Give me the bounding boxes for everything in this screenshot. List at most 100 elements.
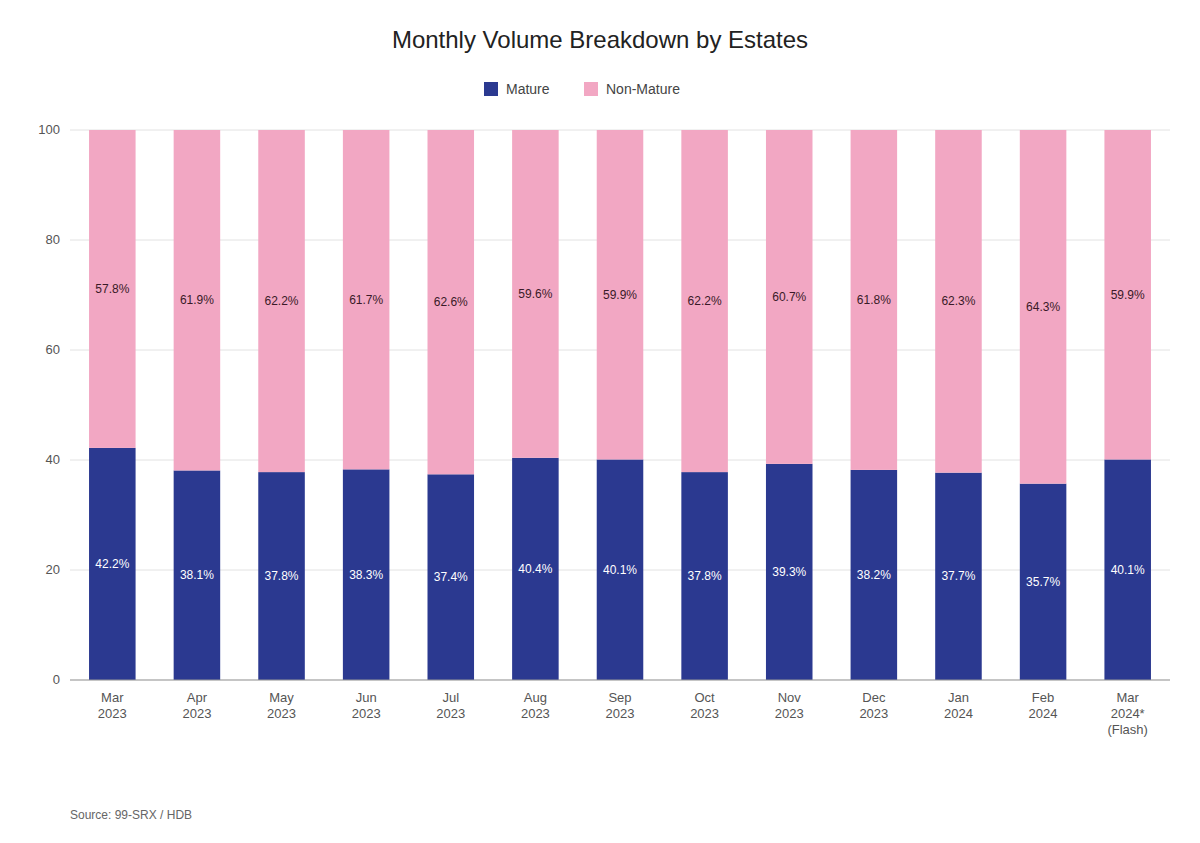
data-label: 60.7%	[772, 290, 806, 304]
x-tick-label-line: Oct	[694, 690, 715, 705]
bar	[1104, 459, 1151, 680]
x-tick-label-line: 2023	[521, 706, 550, 721]
x-tick-label-line: 2023	[182, 706, 211, 721]
bar	[935, 130, 982, 473]
bars	[89, 130, 1151, 680]
legend-swatch	[484, 82, 498, 96]
data-label: 37.8%	[265, 569, 299, 583]
bar	[428, 474, 475, 680]
data-label: 59.9%	[1111, 288, 1145, 302]
x-tick-label-line: Mar	[101, 690, 124, 705]
x-tick-label-line: Dec	[862, 690, 886, 705]
x-tick-label-line: 2024	[944, 706, 973, 721]
x-tick-label-line: Jun	[356, 690, 377, 705]
data-label: 40.1%	[603, 563, 637, 577]
x-tick-label: Mar2023	[98, 690, 127, 721]
x-tick-label-line: Nov	[778, 690, 802, 705]
x-tick-label-line: Aug	[524, 690, 547, 705]
x-tick-label: Jul2023	[436, 690, 465, 721]
y-tick-label: 20	[46, 562, 60, 577]
x-tick-label-line: 2023	[690, 706, 719, 721]
y-tick-label: 40	[46, 452, 60, 467]
x-tick-label: Oct2023	[690, 690, 719, 721]
bar	[174, 130, 221, 470]
y-tick-label: 60	[46, 342, 60, 357]
bar	[258, 130, 305, 472]
x-tick-label: Mar2024*(Flash)	[1107, 690, 1147, 737]
x-tick-label: Jan2024	[944, 690, 973, 721]
x-tick-label-line: 2023	[775, 706, 804, 721]
x-tick-label-line: 2023	[267, 706, 296, 721]
data-label: 35.7%	[1026, 575, 1060, 589]
bar	[935, 473, 982, 680]
legend: MatureNon-Mature	[484, 81, 680, 97]
x-tick-label: Apr2023	[182, 690, 211, 721]
data-label: 40.4%	[518, 562, 552, 576]
data-label: 62.3%	[941, 294, 975, 308]
x-tick-label-line: Feb	[1032, 690, 1054, 705]
x-tick-label-line: Jul	[442, 690, 459, 705]
x-tick-label-line: 2024*	[1111, 706, 1145, 721]
bar	[89, 448, 136, 680]
data-label: 62.6%	[434, 295, 468, 309]
data-label: 59.6%	[518, 287, 552, 301]
bar	[681, 130, 728, 472]
x-tick-label: May2023	[267, 690, 296, 721]
x-tick-label: Aug2023	[521, 690, 550, 721]
data-label: 42.2%	[95, 557, 129, 571]
data-label: 37.7%	[941, 569, 975, 583]
x-tick-label-line: 2023	[606, 706, 635, 721]
data-labels: 42.2%38.1%37.8%38.3%37.4%40.4%40.1%37.8%…	[95, 282, 1145, 589]
data-label: 61.7%	[349, 293, 383, 307]
chart: Monthly Volume Breakdown by Estates Matur…	[0, 0, 1200, 843]
y-tick-label: 100	[38, 122, 60, 137]
bar	[1020, 130, 1067, 484]
x-tick-label: Dec2023	[859, 690, 888, 721]
grid	[70, 130, 1170, 680]
data-label: 61.8%	[857, 293, 891, 307]
bar	[1020, 484, 1067, 680]
bar	[681, 472, 728, 680]
data-label: 40.1%	[1111, 563, 1145, 577]
x-tick-label-line: Sep	[608, 690, 631, 705]
data-label: 38.2%	[857, 568, 891, 582]
data-label: 59.9%	[603, 288, 637, 302]
x-tick-label-line: Jan	[948, 690, 969, 705]
x-tick-label: Jun2023	[352, 690, 381, 721]
x-tick-label-line: 2024	[1029, 706, 1058, 721]
x-axis-line	[70, 680, 1170, 681]
data-label: 38.3%	[349, 568, 383, 582]
x-tick-label-line: May	[269, 690, 294, 705]
bar	[258, 472, 305, 680]
bar	[89, 130, 136, 448]
data-label: 39.3%	[772, 565, 806, 579]
bar	[343, 130, 390, 469]
bar	[512, 458, 559, 680]
x-tick-label-line: 2023	[436, 706, 465, 721]
annotation: Source: 99-SRX / HDB	[70, 808, 192, 822]
data-label: 38.1%	[180, 568, 214, 582]
title: Monthly Volume Breakdown by Estates	[392, 26, 808, 53]
bar	[851, 470, 898, 680]
data-label: 57.8%	[95, 282, 129, 296]
data-label: 37.4%	[434, 570, 468, 584]
bar	[766, 464, 813, 680]
bar	[1104, 130, 1151, 459]
data-label: 62.2%	[265, 294, 299, 308]
y-tick-label: 0	[53, 672, 60, 687]
bar	[766, 130, 813, 464]
x-tick-label: Nov2023	[775, 690, 804, 721]
y-tick-label: 80	[46, 232, 60, 247]
x-tick-label: Sep2023	[606, 690, 635, 721]
bar	[174, 470, 221, 680]
bar	[512, 130, 559, 458]
bar	[851, 130, 898, 470]
bar	[428, 130, 475, 474]
legend-swatch	[584, 82, 598, 96]
legend-label: Mature	[506, 81, 550, 97]
bar	[597, 130, 644, 459]
data-label: 64.3%	[1026, 300, 1060, 314]
data-label: 62.2%	[688, 294, 722, 308]
x-tick-label: Feb2024	[1029, 690, 1058, 721]
x-tick-label-line: 2023	[352, 706, 381, 721]
